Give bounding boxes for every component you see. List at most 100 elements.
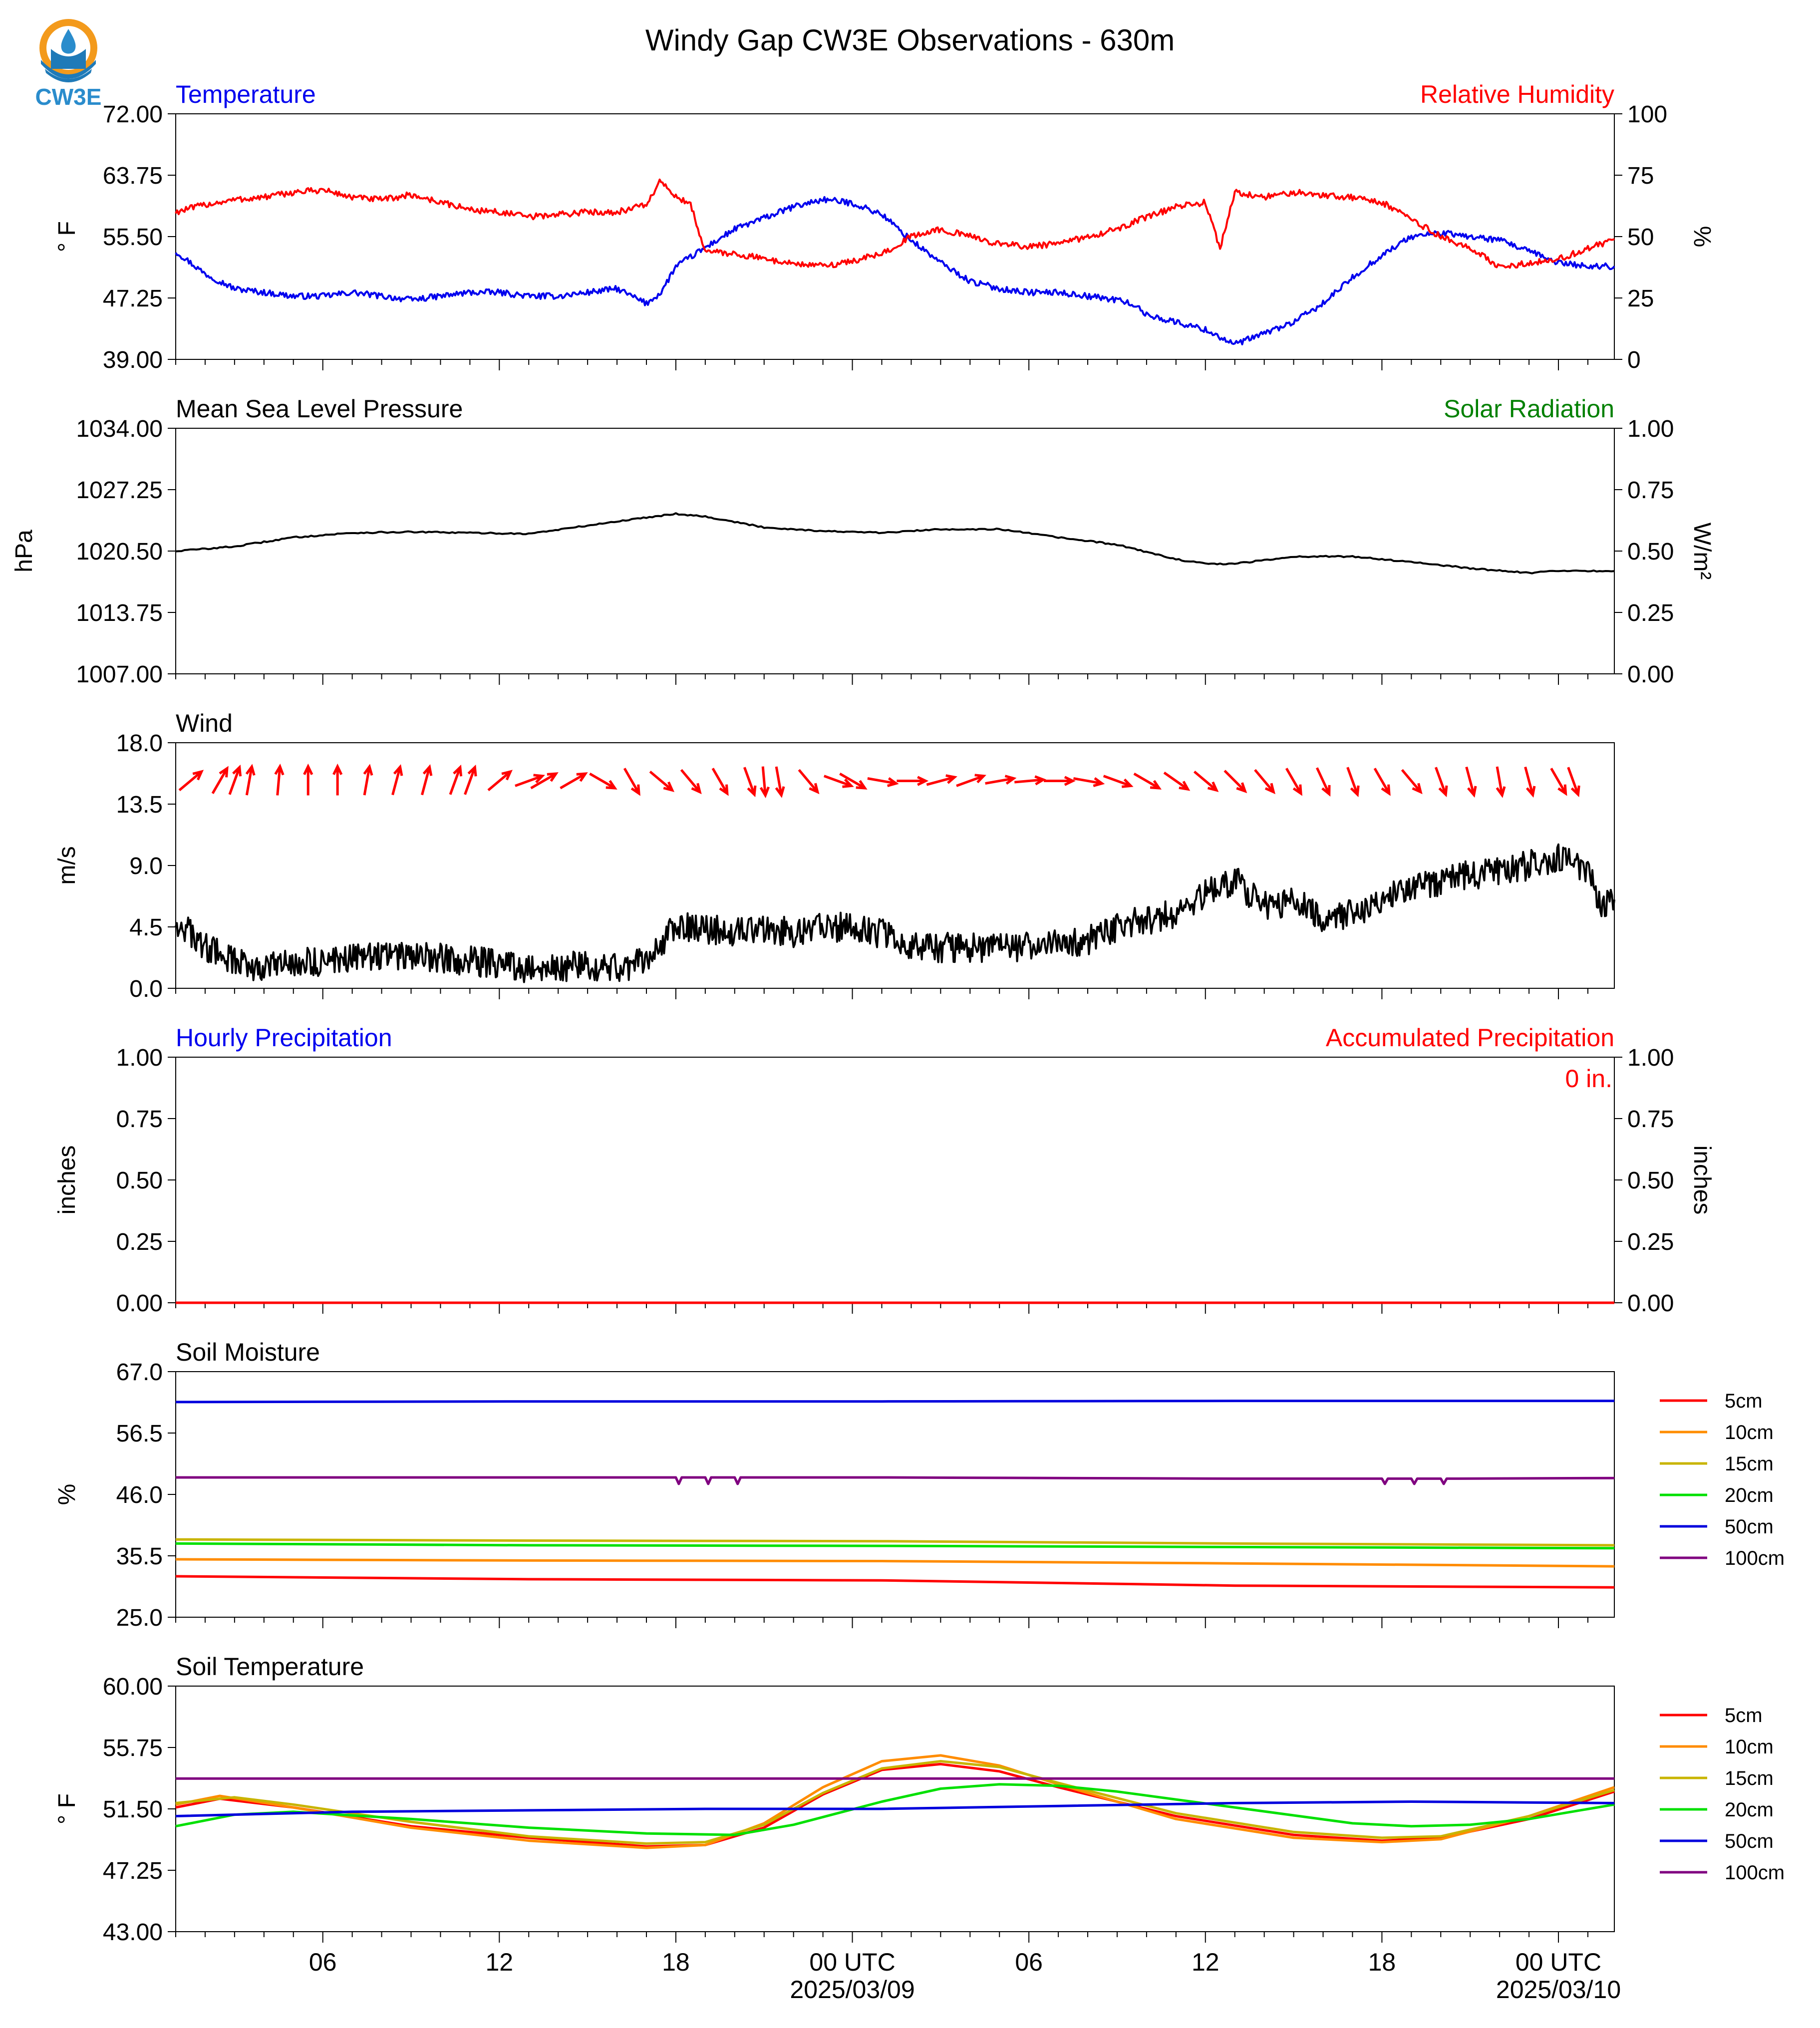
wind-arrow [1073,777,1105,787]
panel-title-right: Relative Humidity [1420,80,1614,108]
series-line-mean-sea-level-pressure [175,512,1615,575]
y-axis-label-right: % [1689,226,1715,248]
series-line-50cm [175,1400,1614,1404]
x-tick-date-label: 2025/03/10 [1496,1976,1621,2004]
series-line-50cm [175,1800,1615,1817]
wind-arrow [515,774,545,787]
figure-title: Windy Gap CW3E Observations - 630m [645,23,1175,57]
plot-frame [175,113,1615,360]
wind-arrow [332,763,343,796]
plot-frame [175,428,1615,674]
wind-arrow [1373,768,1391,796]
y-tick-label-right: 0.00 [1627,1290,1674,1317]
wind-arrow [985,775,1017,785]
wind-arrow [464,764,477,795]
x-tick-label: 12 [485,1948,513,1976]
wind-arrow [798,769,820,795]
wind-arrow [589,772,617,790]
series-line-5cm [175,1575,1615,1589]
x-tick-label: 18 [1368,1948,1396,1976]
x-tick-label: 00 UTC [1516,1948,1601,1976]
wind-arrow [1193,770,1219,792]
panel-title-left: Soil Temperature [176,1653,364,1681]
wind-arrow [711,768,729,796]
y-tick-label-left: 35.5 [116,1543,163,1570]
panel-wind: Wind 18.0 13.5 9.0 4.5 0.0 m/s [54,709,1615,1002]
y-tick-label-right: 0.50 [1627,539,1674,565]
y-tick-label-left: 1034.00 [76,416,163,442]
y-tick-label-left: 56.5 [116,1421,163,1447]
y-tick-label-right: 100 [1627,101,1667,128]
accumulated-precip-total: 0 in. [1565,1065,1612,1093]
wind-arrow [897,776,929,786]
panel-title-right: Accumulated Precipitation [1326,1024,1614,1052]
cw3e-logo: CW3E [31,14,106,110]
y-tick-label-right: 0.75 [1627,477,1674,504]
series-line-10cm [175,1558,1615,1568]
panel-precip: Hourly Precipitation Accumulated Precipit… [54,1024,1715,1317]
panel-temp_rh: Temperature Relative Humidity 72.00 63.75 55… [54,80,1715,373]
y-tick-label-left: 1020.50 [76,539,163,565]
plot-frame [175,1057,1615,1303]
y-tick-label-left: 51.50 [103,1796,163,1823]
y-tick-label-left: 47.25 [103,286,163,312]
y-tick-label-right: 1.00 [1627,416,1674,442]
legend-label: 50cm [1725,1830,1774,1852]
logo-text: CW3E [35,84,102,109]
y-tick-label-left: 0.75 [116,1106,163,1133]
panel-title-left: Hourly Precipitation [176,1024,392,1052]
y-tick-label-left: 0.00 [116,1290,163,1317]
y-tick-label-right: 25 [1627,286,1654,312]
wind-arrow [649,770,675,792]
wind-arrow [421,764,433,796]
series-line-5cm [175,1762,1615,1848]
y-tick-label-left: 0.25 [116,1229,163,1255]
y-tick-label-left: 46.0 [116,1482,163,1508]
y-tick-label-right: 75 [1627,163,1654,189]
y-tick-label-left: 43.00 [103,1919,163,1946]
panels: Temperature Relative Humidity 72.00 63.75 55… [11,80,1785,1946]
y-axis-label-left: % [54,1484,80,1505]
wind-arrow [449,764,463,795]
y-axis-label-left: ° F [54,221,80,252]
y-axis-label-left: ° F [54,1793,80,1824]
legend-label: 15cm [1725,1453,1774,1475]
wind-arrow [743,767,757,798]
legend-label: 20cm [1725,1484,1774,1506]
y-axis-label-right: inches [1689,1146,1715,1215]
legend: 5cm 10cm 15cm 20cm 50cm 100cm [1660,1705,1785,1884]
legend-label: 20cm [1725,1799,1774,1821]
wind-arrow [487,770,513,792]
wind-arrow [926,774,957,786]
panel-pressure: Mean Sea Level Pressure Solar Radiation 10… [11,395,1715,688]
legend-label: 10cm [1725,1422,1774,1444]
wind-arrow [530,772,559,790]
wind-arrow [956,774,986,787]
y-tick-label-left: 55.75 [103,1735,163,1761]
y-tick-label-left: 67.0 [116,1359,163,1386]
wind-arrow [303,763,313,796]
wind-arrow [560,772,588,790]
y-tick-label-left: 39.00 [103,347,163,373]
wind-arrow [1223,770,1247,794]
y-tick-label-right: 0.50 [1627,1167,1674,1194]
x-tick-date-label: 2025/03/09 [790,1976,914,2004]
legend-label: 5cm [1725,1390,1763,1412]
y-tick-label-left: 72.00 [103,101,163,128]
series-line-15cm [175,1538,1615,1547]
y-tick-label-right: 0.75 [1627,1106,1674,1133]
panel-soil_moisture: Soil Moisture 67.0 56.5 46.0 35.5 25.0% 5cm 10c… [54,1338,1785,1631]
series-line-100cm [176,1476,1615,1485]
legend-label: 5cm [1725,1705,1763,1727]
wind-arrow [823,775,854,788]
y-tick-label-left: 0.0 [129,976,163,1002]
wind-arrow [867,777,899,787]
wind-arrow [1550,768,1567,796]
wind-arrow [211,766,229,794]
y-tick-label-left: 13.5 [116,792,163,818]
legend-label: 50cm [1725,1516,1774,1538]
y-tick-label-left: 60.00 [103,1674,163,1700]
wind-arrow [1044,776,1076,786]
x-tick-label: 12 [1192,1948,1219,1976]
wind-arrow [391,764,403,796]
